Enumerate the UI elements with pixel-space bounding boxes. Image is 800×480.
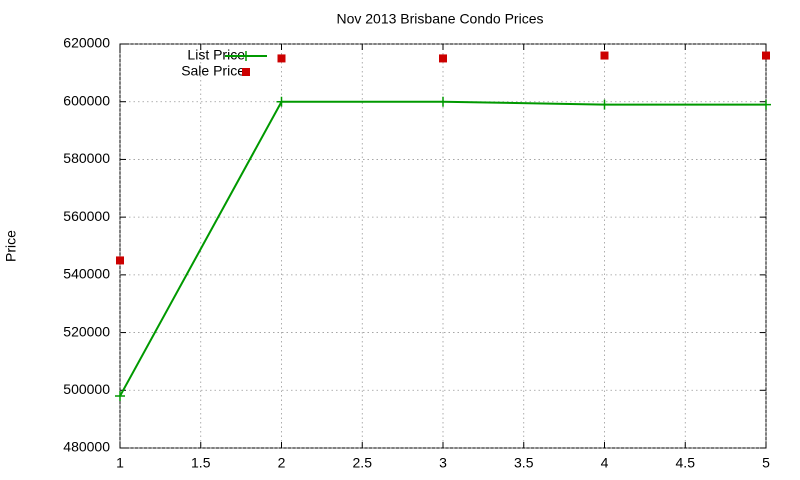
point <box>276 96 287 107</box>
x-tick-label: 5 <box>762 455 770 471</box>
point <box>242 68 250 76</box>
y-tick-label: 520000 <box>63 323 110 339</box>
x-tick-label: 4 <box>601 455 609 471</box>
x-tick-label: 1.5 <box>191 455 211 471</box>
point <box>599 99 610 110</box>
y-tick-label: 580000 <box>63 150 110 166</box>
y-tick-label: 600000 <box>63 92 110 108</box>
point <box>116 256 124 265</box>
y-tick-label: 480000 <box>63 439 110 455</box>
point <box>762 51 770 60</box>
y-tick-label: 540000 <box>63 266 110 282</box>
x-tick-label: 2.5 <box>353 455 373 471</box>
point <box>761 99 771 110</box>
y-tick-label: 500000 <box>63 381 110 397</box>
series-line <box>119 100 766 397</box>
y-axis-label: Price <box>3 230 19 262</box>
point <box>439 54 447 63</box>
point <box>600 51 609 60</box>
point <box>277 54 286 63</box>
x-tick-label: 3 <box>439 455 447 471</box>
y-tick-label: 620000 <box>63 35 110 51</box>
point <box>115 391 125 402</box>
x-tick-label: 3.5 <box>514 455 534 471</box>
point <box>438 96 448 107</box>
y-tick-label: 560000 <box>63 208 110 224</box>
point <box>241 51 251 61</box>
legend-label: List Price <box>187 47 245 63</box>
x-tick-label: 2 <box>278 455 286 471</box>
legend-label: Sale Price <box>181 63 245 79</box>
x-tick-label: 4.5 <box>676 455 696 471</box>
chart-title: Nov 2013 Brisbane Condo Prices <box>336 11 543 27</box>
x-tick-label: 1 <box>116 455 124 471</box>
